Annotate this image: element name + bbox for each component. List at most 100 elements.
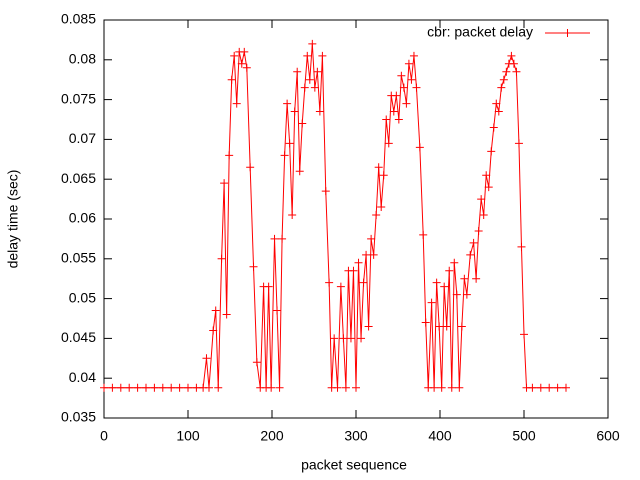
point-marker [394,115,403,124]
point-marker [377,203,386,212]
point-marker [430,383,439,392]
legend-label: cbr: packet delay [427,24,533,40]
point-marker [232,99,241,108]
y-tick-label: 0.085 [61,11,96,27]
point-marker [209,326,218,335]
point-marker [457,322,466,331]
point-marker [482,171,491,180]
point-marker [472,274,481,283]
point-marker [330,334,339,343]
point-marker [211,306,220,315]
point-marker [270,234,279,243]
point-marker [462,290,471,299]
point-marker [202,354,211,363]
point-marker [158,383,167,392]
point-marker [184,383,192,392]
y-tick-label: 0.035 [61,409,96,425]
point-marker [108,383,117,392]
point-marker [205,383,213,392]
x-axis-label: packet sequence [301,457,407,473]
point-marker [298,119,307,128]
point-marker [479,211,488,220]
x-tick-label: 300 [344,428,368,444]
point-marker [346,334,355,343]
point-marker [469,238,478,247]
point-marker [300,83,309,92]
point-marker [220,179,229,188]
point-marker [369,250,378,259]
point-marker [318,51,327,60]
legend-marker [563,29,572,37]
y-tick-label: 0.05 [69,289,96,305]
point-marker [354,258,363,267]
point-marker [536,383,545,392]
point-marker [362,250,371,259]
point-marker [460,274,469,283]
point-marker [357,334,366,343]
point-marker [520,330,528,339]
point-marker [142,383,150,392]
point-marker [310,83,319,92]
point-marker [336,282,345,291]
point-marker [333,383,342,392]
point-marker [293,67,302,76]
point-marker [384,139,393,148]
point-marker [175,383,184,392]
point-marker [553,383,562,392]
point-marker [455,383,464,392]
point-marker [435,322,444,331]
point-marker [303,51,312,60]
point-marker [280,151,289,160]
point-marker [404,59,413,68]
point-marker [249,262,258,271]
point-marker [240,47,249,56]
point-marker [450,258,459,267]
plot-frame [103,19,609,419]
y-tick-label: 0.08 [69,51,96,67]
point-marker [167,383,176,392]
point-marker [512,67,521,76]
point-marker [466,250,475,259]
y-tick-label: 0.065 [61,170,96,186]
point-marker [313,67,322,76]
point-marker [150,383,159,392]
point-marker [419,230,428,239]
point-marker [295,167,304,176]
point-marker [237,59,246,68]
point-marker [283,99,292,108]
x-tick-label: 400 [428,428,452,444]
point-marker [447,383,456,392]
point-marker [225,151,234,160]
point-marker [364,322,373,331]
point-marker [242,63,251,72]
point-marker [517,242,526,251]
point-marker [502,67,511,76]
point-marker [437,383,446,392]
point-marker [359,278,368,287]
point-marker [308,39,317,48]
point-marker [497,83,506,92]
point-marker [392,91,401,100]
point-marker [489,123,498,132]
point-marker [227,75,236,84]
point-marker [509,59,518,68]
point-marker [399,83,408,92]
point-marker [116,383,125,392]
point-marker [264,282,273,291]
point-marker [382,115,391,124]
point-marker [246,163,255,172]
x-tick-label: 600 [596,428,620,444]
point-marker [374,163,383,172]
point-marker [514,139,523,148]
y-tick-label: 0.07 [69,130,96,146]
point-marker [341,383,350,392]
point-marker [432,278,441,287]
point-marker [192,383,201,392]
point-marker [499,75,508,84]
point-marker [528,383,537,392]
point-marker [230,51,239,60]
point-marker [325,278,334,287]
point-marker [352,383,360,392]
point-marker [442,322,451,331]
